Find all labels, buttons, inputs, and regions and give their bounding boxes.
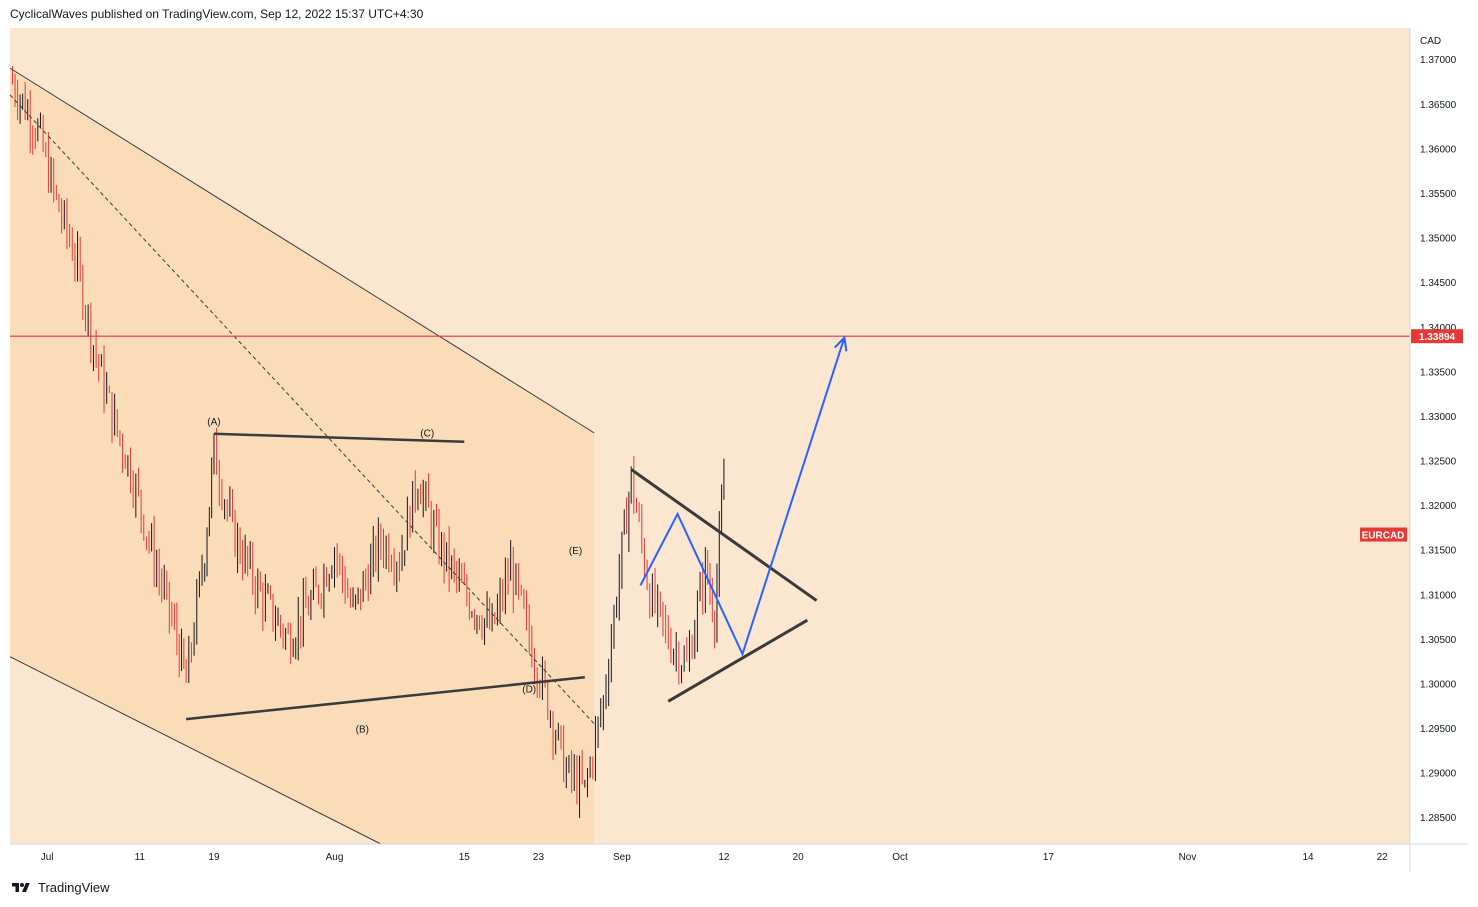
symbol-tag-box [1360,527,1407,542]
y-tick-label: 1.31500 [1420,546,1457,557]
channel-fill [10,68,595,844]
x-tick-label: Nov [1179,852,1197,863]
y-tick-label: 1.37000 [1420,55,1457,66]
channel-middle-line [9,94,595,724]
y-tick-label: 1.32500 [1420,457,1457,468]
x-tick-label: 19 [208,852,220,863]
x-tick-label: 11 [135,852,146,863]
y-tick-label: 1.29000 [1420,769,1457,780]
y-tick-label: 1.34500 [1420,278,1457,289]
y-tick-label: 1.36500 [1420,100,1457,111]
trendline-4 [667,618,809,703]
footer: TradingView [10,880,110,895]
price-tag-label: 1.33894 [1419,332,1456,343]
x-tick-label: Oct [892,852,908,863]
symbol-tag: EURCAD [1360,527,1407,542]
projection-arrowhead [834,335,848,352]
y-tick-label: 1.28500 [1420,813,1457,824]
x-tick-label: Aug [326,852,344,863]
pattern-trendlines [186,432,818,721]
wave-label: (B) [356,725,369,736]
currency-label: CAD [1420,36,1441,47]
y-tick-label: 1.31000 [1420,590,1457,601]
y-tick-label: 1.35500 [1420,189,1457,200]
y-tick-label: 1.33500 [1420,367,1457,378]
x-tick-label: 12 [718,852,730,863]
channel-lower-line [9,656,382,845]
trendline-2 [186,675,585,721]
tradingview-logo-icon [12,882,30,892]
x-tick-label: Jul [41,852,54,863]
wave-label: (D) [522,684,536,695]
wave-labels: (A) (B) (C) (D) (E) [207,417,582,736]
y-tick-label: 1.34000 [1420,323,1457,334]
x-tick-label: 22 [1377,852,1389,863]
y-axis[interactable]: 1.37000 1.36500 1.36000 1.35500 1.35000 1.345… [1420,55,1457,824]
trendline-3 [630,468,818,602]
y-tick-label: 1.33000 [1420,412,1457,423]
price-tag: 1.33894 [1411,329,1463,344]
y-tick-label: 1.32000 [1420,501,1457,512]
wave-label: (C) [420,428,434,439]
x-tick-label: 14 [1302,852,1314,863]
y-tick-label: 1.36000 [1420,144,1457,155]
projection-path [639,337,846,657]
x-tick-label: 20 [793,852,805,863]
wave-label: (E) [569,546,582,557]
x-tick-label: 23 [533,852,545,863]
channel-upper-line [9,67,595,434]
y-tick-label: 1.30000 [1420,679,1457,690]
x-axis[interactable]: Jul 11 19 Aug 15 23 Sep 12 20 Oct 17 Nov 14 22 [41,852,1388,863]
channel-lines [9,67,595,845]
symbol-tag-label: EURCAD [1362,531,1405,542]
x-tick-label: 15 [459,852,471,863]
x-tick-label: 17 [1043,852,1055,863]
y-tick-label: 1.30500 [1420,635,1457,646]
wave-label: (A) [207,417,220,428]
x-tick-label: Sep [613,852,631,863]
candlestick-series [12,66,725,818]
price-tag-box [1411,329,1463,344]
y-tick-label: 1.29500 [1420,724,1457,735]
tradingview-brand: TradingView [38,880,110,895]
y-tick-label: 1.35000 [1420,234,1457,245]
publisher-caption: CyclicalWaves published on TradingView.c… [10,7,424,21]
y-axis-area [1410,28,1468,844]
trendline-1 [213,432,465,444]
